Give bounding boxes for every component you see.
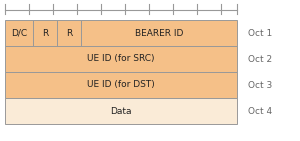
Text: UE ID (for SRC): UE ID (for SRC) [87,55,155,63]
Text: UE ID (for DST): UE ID (for DST) [87,81,155,90]
Bar [5,98,237,124]
Text: BEARER ID: BEARER ID [135,28,183,38]
Text: Oct 4: Oct 4 [248,106,272,115]
Bar [57,20,81,46]
Bar [5,46,237,72]
Text: Oct 2: Oct 2 [248,55,272,63]
Bar [33,20,57,46]
Text: Oct 1: Oct 1 [248,28,272,38]
Bar [5,20,33,46]
Text: Data: Data [110,106,132,115]
Bar [81,20,237,46]
Text: R: R [66,28,72,38]
Text: R: R [42,28,48,38]
Bar [5,72,237,98]
Text: D/C: D/C [11,28,27,38]
Text: Oct 3: Oct 3 [248,81,272,90]
